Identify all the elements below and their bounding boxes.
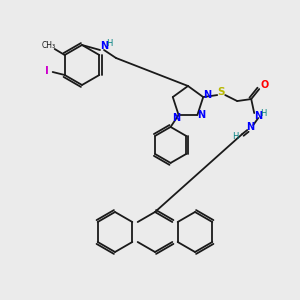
Text: N: N bbox=[254, 111, 262, 121]
Text: N: N bbox=[172, 113, 181, 123]
Text: N: N bbox=[203, 90, 211, 100]
Text: O: O bbox=[260, 80, 268, 90]
Text: N: N bbox=[100, 41, 108, 51]
Text: S: S bbox=[218, 87, 225, 97]
Text: N: N bbox=[246, 122, 254, 132]
Text: CH₃: CH₃ bbox=[42, 41, 56, 50]
Text: H: H bbox=[260, 109, 266, 118]
Text: H: H bbox=[232, 132, 238, 141]
Text: N: N bbox=[197, 110, 206, 120]
Text: H: H bbox=[106, 38, 112, 47]
Text: I: I bbox=[45, 66, 49, 76]
